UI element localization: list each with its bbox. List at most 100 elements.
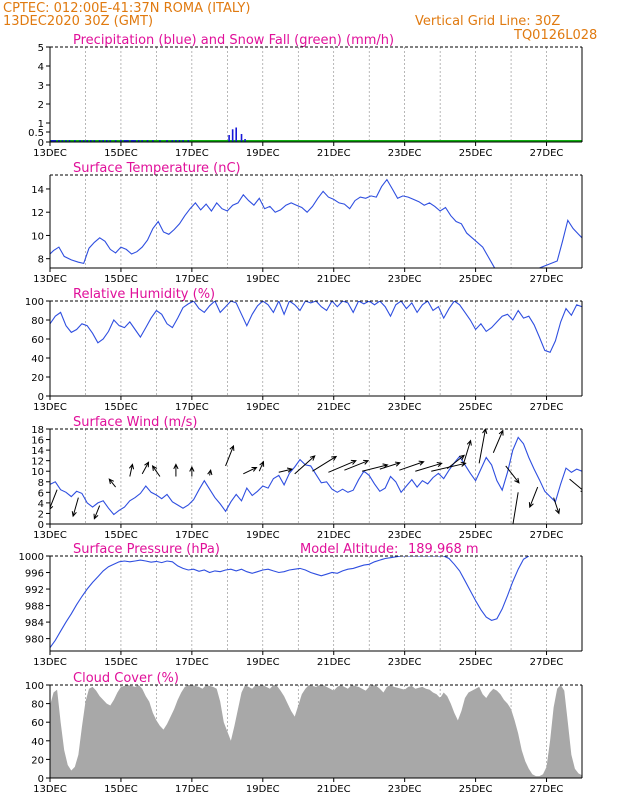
temp-series-line: [50, 178, 582, 268]
wind-vector-arrow: [128, 463, 135, 477]
wind-y-tick-label: 16: [31, 436, 44, 447]
wind-y-tick-label: 4: [38, 499, 44, 510]
precip-bar: [187, 140, 190, 142]
humidity-plot-area: [50, 301, 582, 353]
precip-bar: [82, 140, 85, 142]
pressure-y-tick-label: 980: [25, 635, 44, 646]
wind-series-line: [50, 436, 582, 516]
pressure-x-tick-label: 15DEC: [104, 657, 138, 668]
cloud-x-tick-label: 25DEC: [459, 784, 493, 795]
cloud-x-tick-label: 19DEC: [246, 784, 280, 795]
precip-bar: [182, 140, 184, 142]
precip-bar: [123, 140, 126, 142]
wind-vector-arrow: [328, 459, 357, 473]
wind-vector-arrow: [512, 492, 519, 524]
humidity-x-tick-label: 27DEC: [530, 402, 564, 413]
wind-x-tick-label: 15DEC: [104, 530, 138, 541]
cloud-x-tick-label: 17DEC: [175, 784, 209, 795]
precip-bar: [61, 140, 64, 142]
cloud-x-tick-label: 21DEC: [317, 784, 351, 795]
precip-x-tick-label: 13DEC: [33, 148, 67, 159]
precip-x-tick-label: 25DEC: [459, 148, 493, 159]
wind-vector-arrow: [379, 461, 401, 470]
pressure-x-tick-label: 27DEC: [530, 657, 564, 668]
precip-bar: [24, 139, 26, 142]
wind-vector-arrow: [151, 465, 161, 477]
wind-vector-arrow: [492, 429, 504, 453]
wind-vector-arrow: [431, 461, 467, 472]
wind-vector-arrow: [258, 460, 265, 472]
temp-y-tick-label: 14: [31, 185, 44, 196]
pressure-panel: 980 984 988 992 996 1000 13DEC 15DEC 17DEC 19DEC 2…: [19, 542, 583, 668]
humidity-y-tick-label: 20: [31, 373, 44, 384]
precip-y-tick-label: 1: [38, 119, 44, 130]
temp-x-tick-label: 21DEC: [317, 274, 351, 285]
header-location: CPTEC: 012:00E-41:37N ROMA (ITALY): [3, 1, 250, 16]
pressure-x-tick-label: 25DEC: [459, 657, 493, 668]
precip-panel: 00.51 2 3 4 5 13DEC 15DEC 17DEC 19DEC 21DEC 23DEC 2…: [24, 33, 583, 159]
humidity-x-tick-label: 19DEC: [246, 402, 280, 413]
temp-title: Surface Temperature (nC): [73, 161, 241, 176]
precip-bar: [93, 140, 96, 142]
precip-bar: [137, 140, 140, 142]
precip-bar: [86, 140, 89, 142]
wind-vector-arrow: [189, 465, 195, 477]
cloud-x-tick-label: 13DEC: [33, 784, 67, 795]
wind-vector-arrow: [225, 444, 235, 467]
precip-bar: [244, 139, 246, 142]
wind-y-tick-label: 0: [38, 520, 44, 531]
precip-bar: [102, 140, 104, 142]
wind-vector-arrow: [505, 465, 520, 484]
precip-bar: [240, 134, 243, 142]
pressure-x-tick-label: 17DEC: [175, 657, 209, 668]
pressure-title: Surface Pressure (hPa): [73, 542, 220, 557]
wind-vector-arrow: [173, 463, 179, 477]
precip-bar: [58, 140, 60, 142]
humidity-y-tick-label: 0: [38, 392, 44, 403]
precip-bar: [171, 140, 174, 142]
wind-vector-arrow: [399, 460, 425, 471]
wind-vector-arrow: [312, 455, 338, 472]
temp-panel: 8 10 12 14 13DEC 15DEC 17DEC 19DEC 21DEC 23DEC 25D…: [31, 161, 583, 285]
precip-bar: [65, 140, 67, 142]
wind-vector-arrow: [415, 462, 443, 472]
cloud-x-tick-label: 27DEC: [530, 784, 564, 795]
precip-bar: [130, 140, 133, 142]
precip-plot-area: [24, 127, 582, 142]
precip-bar: [178, 140, 181, 142]
precip-bar: [159, 140, 161, 142]
wind-vector-arrow: [278, 467, 294, 473]
temp-x-tick-label: 15DEC: [104, 274, 138, 285]
temp-x-tick-label: 13DEC: [33, 274, 67, 285]
precip-bar: [146, 140, 149, 142]
wind-x-tick-label: 19DEC: [246, 530, 280, 541]
humidity-x-tick-label: 25DEC: [459, 402, 493, 413]
cloud-plot-area: [50, 685, 582, 778]
model-altitude-label: Model Altitude:: [300, 542, 398, 557]
wind-x-tick-label: 17DEC: [175, 530, 209, 541]
pressure-x-tick-label: 23DEC: [388, 657, 422, 668]
cloud-y-tick-label: 60: [31, 718, 44, 729]
precip-bar: [228, 135, 230, 142]
precip-y-tick-label: 2: [38, 100, 44, 111]
humidity-x-tick-label: 13DEC: [33, 402, 67, 413]
precip-bar: [44, 136, 46, 142]
precip-bar: [141, 140, 144, 142]
temp-x-tick-label: 17DEC: [175, 274, 209, 285]
precip-bar: [127, 140, 129, 142]
precip-bar: [134, 140, 136, 142]
precip-y-tick-label: 4: [38, 62, 44, 73]
humidity-x-tick-label: 21DEC: [317, 402, 351, 413]
wind-vector-arrow: [478, 429, 488, 464]
wind-vector-arrow: [141, 461, 150, 475]
precip-bar: [109, 140, 112, 142]
precip-y-tick-label: 3: [38, 81, 44, 92]
humidity-series-line: [50, 301, 582, 353]
wind-vector-arrow: [446, 454, 466, 469]
precip-bar: [74, 140, 76, 142]
cloud-y-tick-label: 20: [31, 755, 44, 766]
wind-y-tick-label: 10: [31, 467, 44, 478]
wind-vector-arrow: [93, 505, 101, 520]
